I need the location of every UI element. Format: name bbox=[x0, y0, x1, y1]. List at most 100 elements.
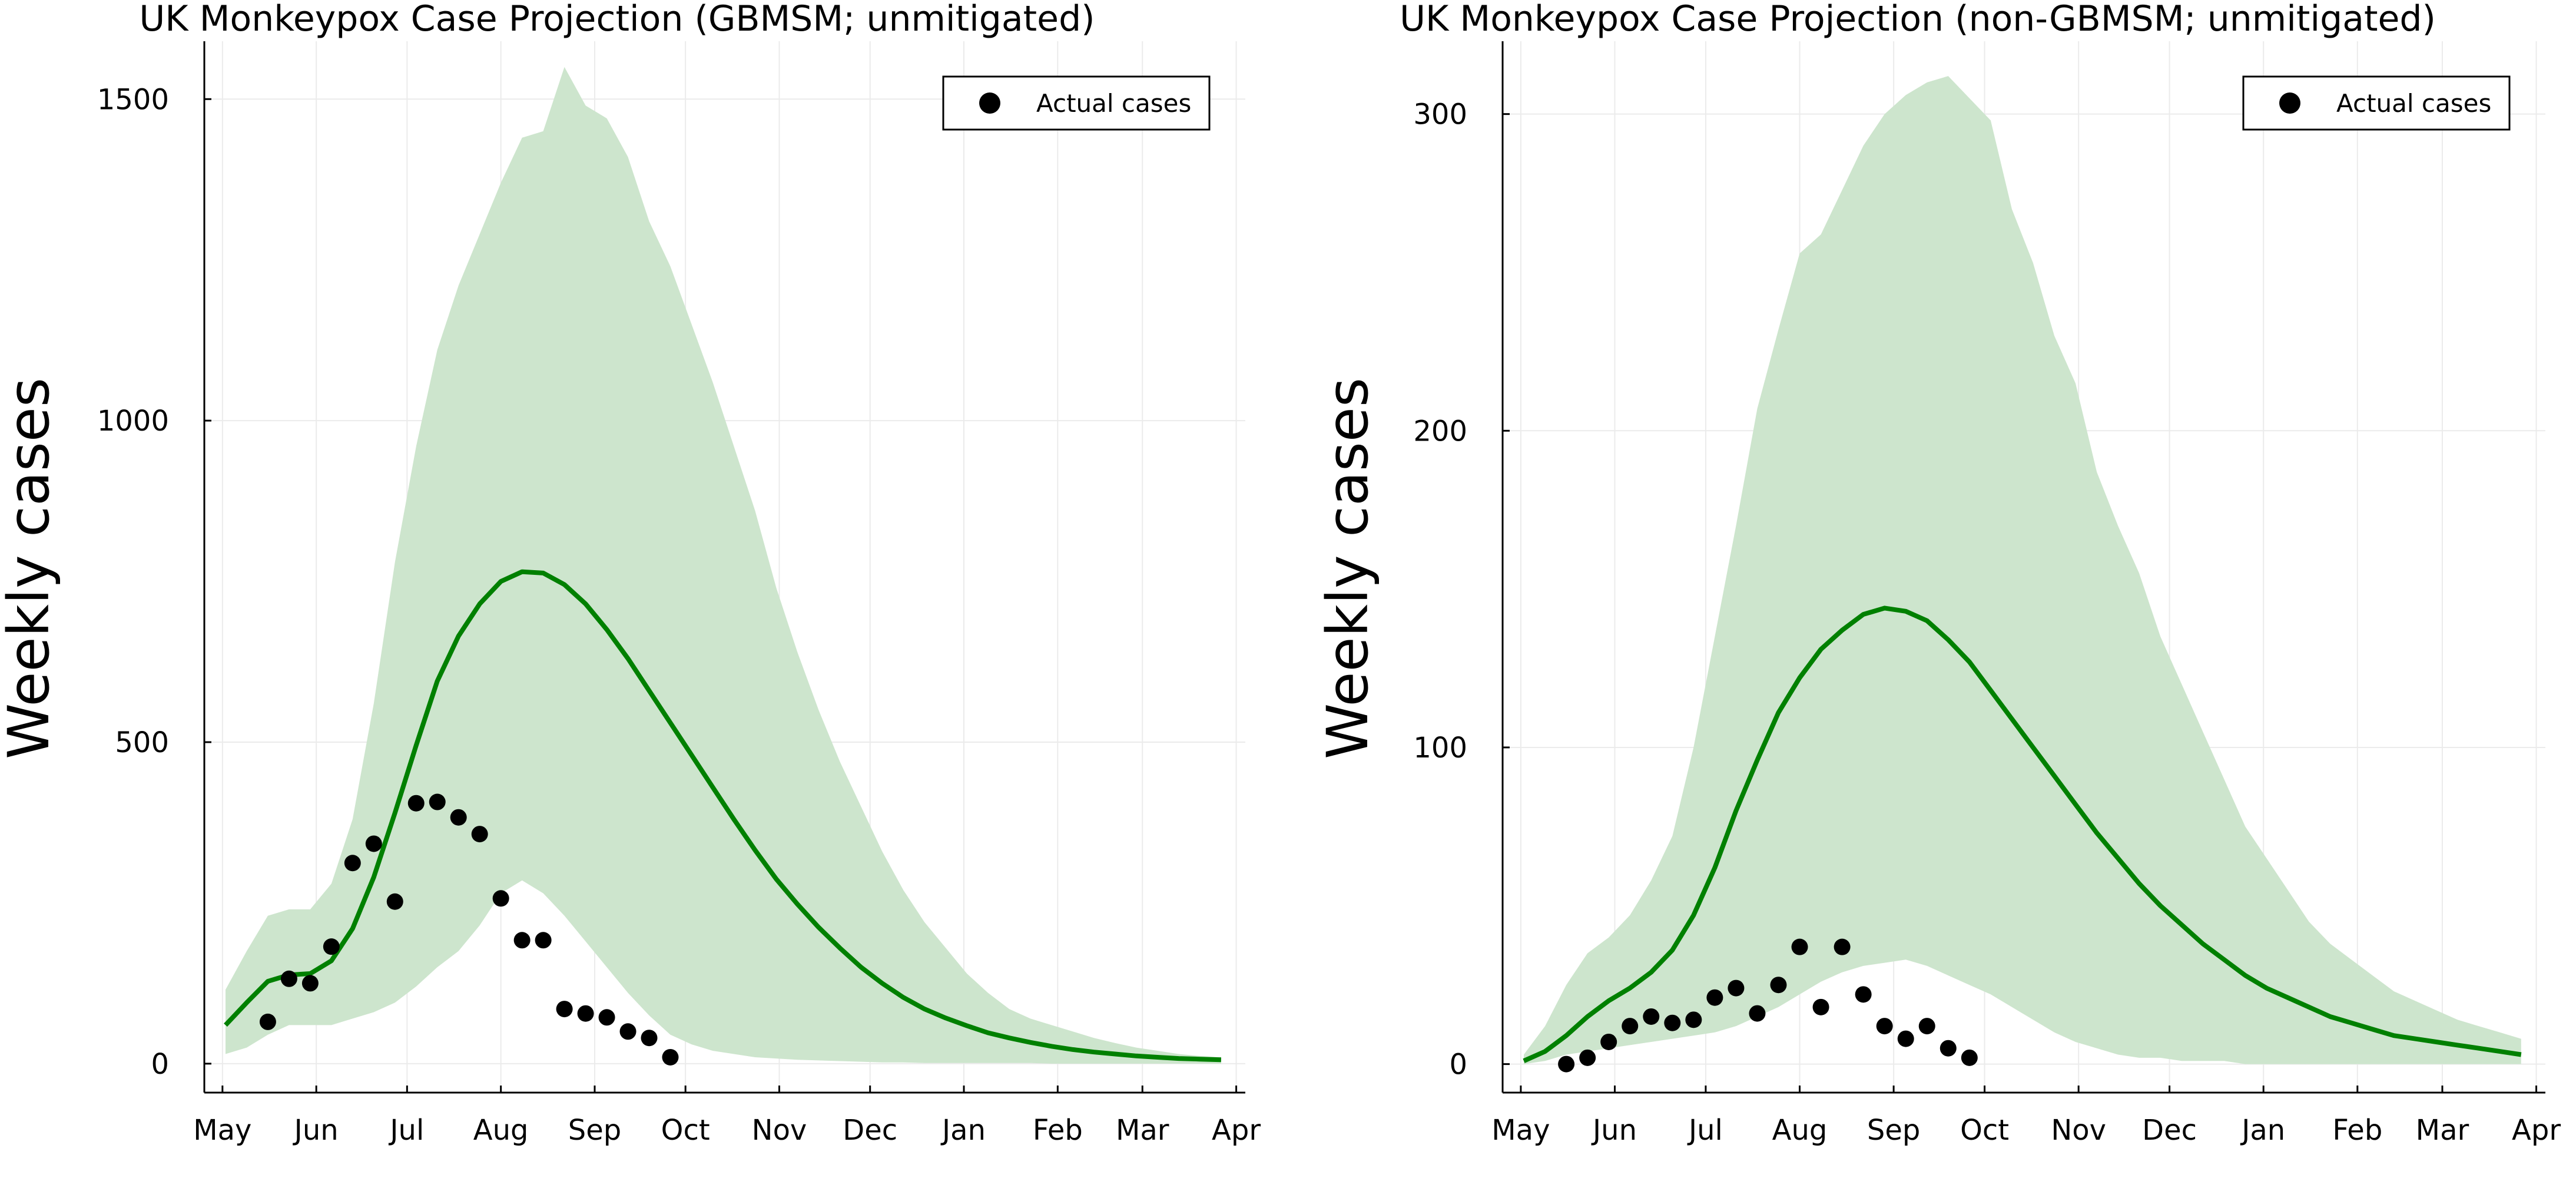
actual-cases-points bbox=[1558, 938, 1978, 1073]
y-axis-label: Weekly cases bbox=[1315, 378, 1381, 759]
x-tick-label: Oct bbox=[661, 1114, 710, 1147]
actual-case-point bbox=[556, 1001, 573, 1018]
actual-case-point bbox=[301, 975, 319, 992]
x-tick-label: Jan bbox=[2240, 1114, 2285, 1147]
x-tick-label: Apr bbox=[2512, 1114, 2561, 1147]
actual-case-point bbox=[365, 835, 382, 852]
x-tick-label: Jun bbox=[1591, 1114, 1637, 1147]
actual-case-point bbox=[1791, 938, 1808, 955]
x-tick-label: Jan bbox=[940, 1114, 986, 1147]
actual-case-point bbox=[1940, 1040, 1957, 1057]
y-axis-label: Weekly cases bbox=[0, 378, 62, 759]
x-tick-label: Mar bbox=[2416, 1114, 2469, 1147]
y-tick-label: 0 bbox=[1449, 1048, 1467, 1081]
actual-case-point bbox=[1664, 1014, 1681, 1031]
y-tick-label: 500 bbox=[115, 726, 169, 759]
actual-case-point bbox=[1685, 1011, 1702, 1028]
median-line bbox=[1523, 605, 2522, 1063]
actual-case-point bbox=[386, 893, 403, 910]
x-tick-label: May bbox=[193, 1114, 251, 1147]
actual-case-point bbox=[344, 855, 361, 872]
x-tick-label: Mar bbox=[1116, 1114, 1169, 1147]
x-tick-labels: May Jun Jul Aug Sep Oct Nov Dec Jan Feb Mar Apr bbox=[1491, 1114, 2561, 1147]
actual-case-point bbox=[280, 970, 297, 987]
actual-case-point bbox=[1812, 998, 1829, 1015]
actual-case-point bbox=[1961, 1049, 1978, 1066]
actual-case-point bbox=[1897, 1030, 1914, 1047]
actual-case-point bbox=[1770, 977, 1787, 994]
x-tick-label: May bbox=[1491, 1114, 1550, 1147]
actual-case-point bbox=[662, 1048, 679, 1066]
actual-case-point bbox=[471, 826, 488, 843]
legend-marker-actual-cases bbox=[2279, 92, 2300, 114]
actual-case-point bbox=[1749, 1005, 1766, 1022]
actual-case-point bbox=[513, 932, 531, 949]
x-tick-label: Sep bbox=[1867, 1114, 1920, 1147]
x-tick-label: Apr bbox=[1212, 1114, 1261, 1147]
y-tick-labels: 0 500 1000 1500 bbox=[97, 83, 169, 1081]
y-tick-label: 100 bbox=[1413, 732, 1467, 765]
actual-case-point bbox=[1728, 980, 1745, 997]
actual-case-point bbox=[598, 1009, 615, 1026]
y-tick-label: 300 bbox=[1413, 98, 1467, 131]
chart-title: UK Monkeypox Case Projection (GBMSM; unm… bbox=[139, 0, 1095, 39]
actual-case-point bbox=[577, 1005, 594, 1022]
legend-label-actual-cases: Actual cases bbox=[1036, 89, 1191, 118]
legend: Actual cases bbox=[2242, 75, 2511, 131]
x-tick-label: Feb bbox=[1033, 1114, 1083, 1147]
actual-case-point bbox=[323, 938, 340, 955]
y-tick-label: 0 bbox=[151, 1048, 169, 1081]
y-tick-labels: 0 100 200 300 bbox=[1413, 98, 1467, 1081]
confidence-band-area bbox=[226, 67, 1221, 1064]
chart-panel-non-gbmsm: UK Monkeypox Case Projection (non-GBMSM;… bbox=[1315, 0, 2561, 1147]
y-tick-label: 200 bbox=[1413, 415, 1467, 448]
actual-case-point bbox=[492, 890, 509, 907]
median-projection-line bbox=[224, 569, 1222, 1063]
x-tick-label: Oct bbox=[1960, 1114, 2009, 1147]
x-tick-label: Aug bbox=[1772, 1114, 1828, 1147]
y-tick-label: 1000 bbox=[97, 405, 169, 438]
x-tick-label: Dec bbox=[2142, 1114, 2197, 1147]
x-tick-label: Jul bbox=[388, 1114, 424, 1147]
legend-label-actual-cases: Actual cases bbox=[2336, 89, 2491, 118]
actual-case-point bbox=[1643, 1008, 1660, 1025]
axes bbox=[1501, 41, 2545, 1094]
x-tick-labels: May Jun Jul Aug Sep Oct Nov Dec Jan Feb Mar Apr bbox=[193, 1114, 1261, 1147]
chart-panel-gbmsm: UK Monkeypox Case Projection (GBMSM; unm… bbox=[0, 0, 1261, 1147]
actual-case-point bbox=[619, 1023, 636, 1040]
grid-lines bbox=[204, 41, 1245, 1093]
x-tick-label: Sep bbox=[568, 1114, 621, 1147]
x-tick-label: Feb bbox=[2332, 1114, 2382, 1147]
actual-case-point bbox=[1855, 986, 1872, 1003]
actual-case-point bbox=[1622, 1018, 1639, 1035]
x-tick-label: Jun bbox=[293, 1114, 339, 1147]
actual-case-point bbox=[1876, 1018, 1893, 1035]
actual-case-point bbox=[429, 793, 446, 810]
actual-case-point bbox=[1579, 1049, 1596, 1066]
chart-title: UK Monkeypox Case Projection (non-GBMSM;… bbox=[1400, 0, 2436, 39]
actual-case-point bbox=[259, 1013, 276, 1030]
actual-case-point bbox=[450, 809, 467, 826]
median-projection-line bbox=[1523, 605, 2522, 1063]
actual-case-point bbox=[1558, 1055, 1575, 1073]
x-tick-label: Nov bbox=[2051, 1114, 2106, 1147]
x-tick-label: Aug bbox=[473, 1114, 529, 1147]
actual-case-point bbox=[1834, 938, 1851, 955]
actual-case-point bbox=[535, 932, 552, 949]
actual-case-point bbox=[641, 1030, 658, 1047]
actual-case-point bbox=[1600, 1033, 1617, 1050]
actual-case-point bbox=[1918, 1018, 1935, 1035]
actual-cases-points bbox=[259, 793, 679, 1066]
confidence-band-area bbox=[1524, 76, 2521, 1064]
actual-case-point bbox=[1706, 989, 1723, 1006]
x-tick-label: Dec bbox=[843, 1114, 897, 1147]
actual-case-point bbox=[407, 795, 425, 812]
confidence-band bbox=[1524, 76, 2521, 1064]
y-tick-label: 1500 bbox=[97, 83, 169, 116]
median-line bbox=[224, 569, 1222, 1063]
confidence-band bbox=[226, 67, 1221, 1064]
legend-marker-actual-cases bbox=[979, 92, 1000, 114]
x-tick-label: Jul bbox=[1687, 1114, 1723, 1147]
x-tick-label: Nov bbox=[752, 1114, 807, 1147]
